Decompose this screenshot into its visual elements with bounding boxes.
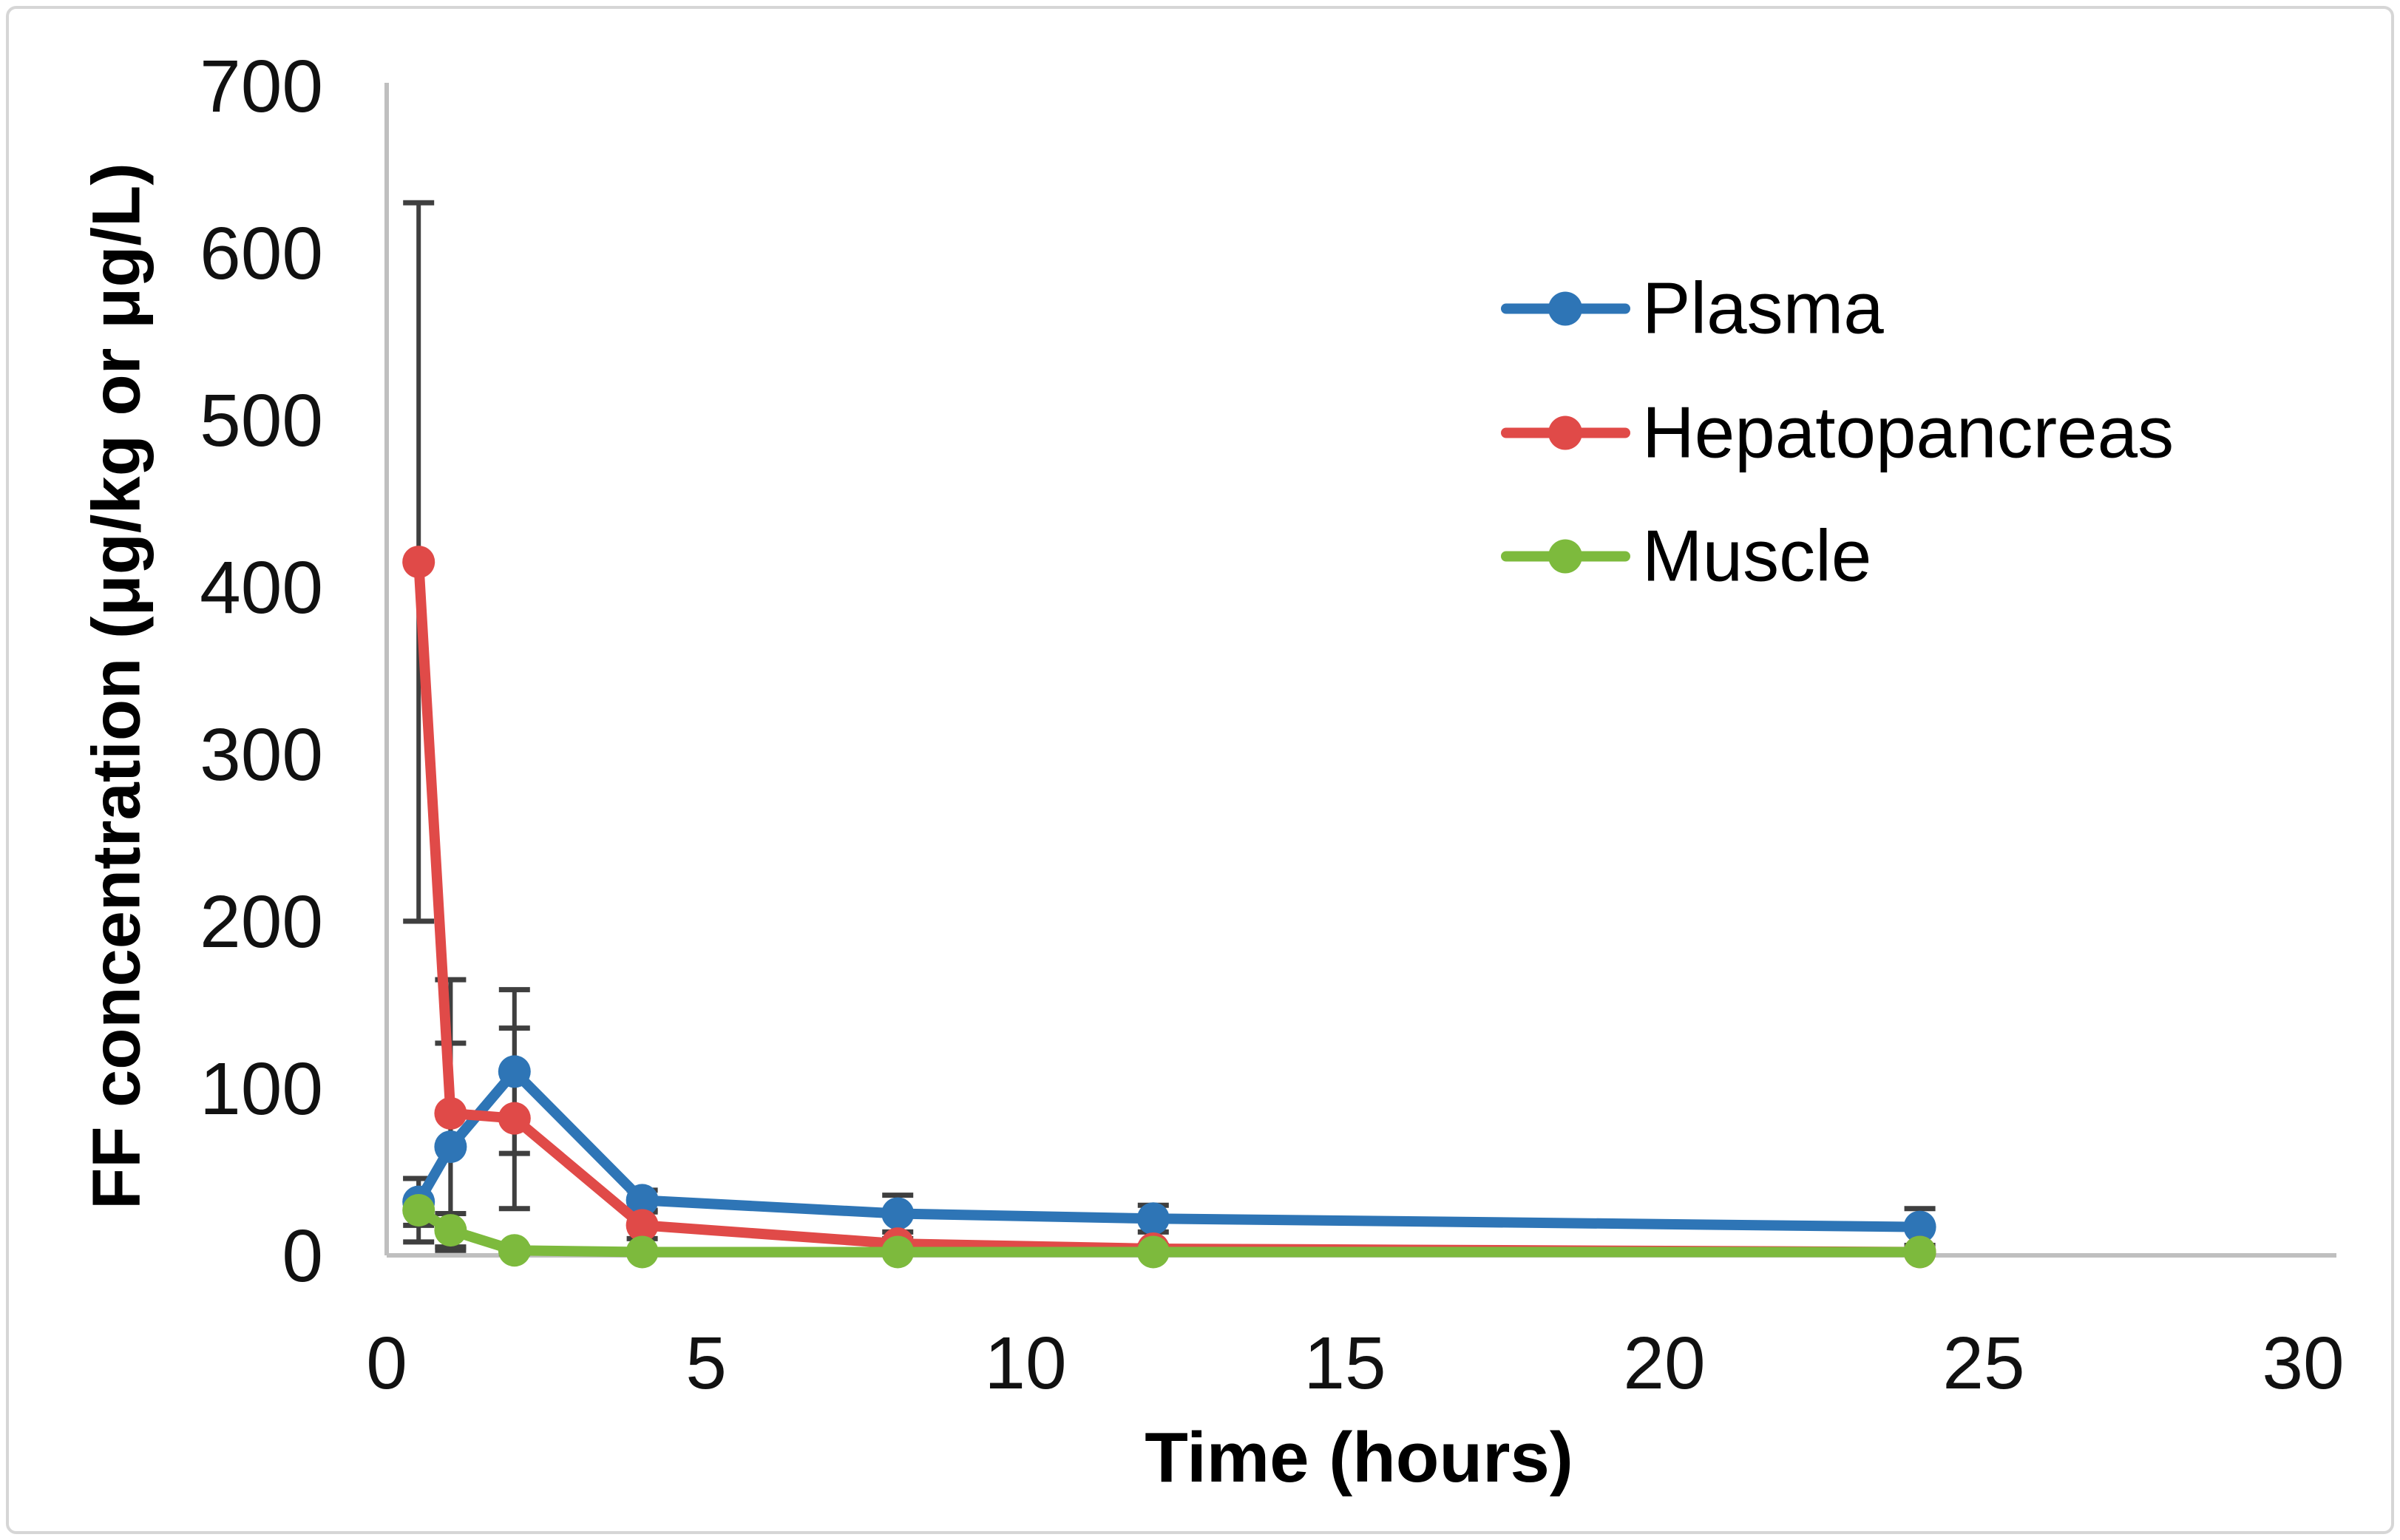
data-point-muscle bbox=[434, 1214, 467, 1247]
legend-label-plasma: Plasma bbox=[1642, 267, 1884, 349]
legend-item-hepatopancreas: Hepatopancreas bbox=[1501, 391, 2174, 475]
legend-label-muscle: Muscle bbox=[1642, 515, 1872, 597]
data-point-hepatopancreas bbox=[498, 1102, 531, 1135]
data-point-plasma bbox=[434, 1130, 467, 1164]
x-tick-label: 20 bbox=[1623, 1322, 1705, 1405]
series-line-hepatopancreas bbox=[413, 557, 1925, 1258]
y-axis-title: FF concentration (μg/kg or μg/L) bbox=[78, 163, 155, 1210]
y-tick-label: 200 bbox=[200, 881, 323, 963]
y-tick-label: 700 bbox=[200, 45, 323, 128]
legend-item-plasma: Plasma bbox=[1501, 267, 1884, 350]
data-point-plasma bbox=[626, 1184, 659, 1217]
x-tick-label: 5 bbox=[685, 1322, 727, 1405]
data-point-muscle bbox=[498, 1234, 531, 1267]
data-point-muscle bbox=[402, 1193, 435, 1227]
data-point-plasma bbox=[1136, 1202, 1170, 1235]
legend-item-muscle: Muscle bbox=[1501, 515, 1871, 598]
data-point-plasma bbox=[881, 1197, 915, 1230]
data-point-plasma bbox=[498, 1055, 531, 1088]
data-point-muscle bbox=[1903, 1235, 1936, 1269]
data-point-hepatopancreas bbox=[434, 1096, 467, 1130]
x-tick-label: 15 bbox=[1304, 1322, 1386, 1405]
x-tick-label: 30 bbox=[2262, 1322, 2344, 1405]
x-axis-title: Time (hours) bbox=[1145, 1418, 1573, 1497]
x-tick-label: 0 bbox=[366, 1322, 407, 1405]
y-tick-label: 0 bbox=[282, 1215, 323, 1298]
legend-marker-hepatopancreas bbox=[1501, 415, 1630, 450]
legend-label-hepatopancreas: Hepatopancreas bbox=[1642, 391, 2174, 473]
legend-marker-plasma bbox=[1501, 291, 1630, 325]
data-point-muscle bbox=[626, 1235, 659, 1269]
y-tick-label: 100 bbox=[200, 1048, 323, 1130]
data-point-muscle bbox=[881, 1235, 915, 1269]
legend-marker-muscle bbox=[1501, 539, 1630, 573]
y-tick-label: 500 bbox=[200, 379, 323, 462]
data-point-hepatopancreas bbox=[402, 546, 435, 579]
y-tick-label: 600 bbox=[200, 212, 323, 295]
x-tick-label: 10 bbox=[984, 1322, 1066, 1405]
y-tick-label: 300 bbox=[200, 713, 323, 796]
x-tick-label: 25 bbox=[1942, 1322, 2024, 1405]
data-point-hepatopancreas bbox=[626, 1209, 659, 1242]
y-tick-label: 400 bbox=[200, 546, 323, 629]
data-point-muscle bbox=[1136, 1235, 1170, 1269]
data-point-plasma bbox=[1903, 1210, 1936, 1244]
